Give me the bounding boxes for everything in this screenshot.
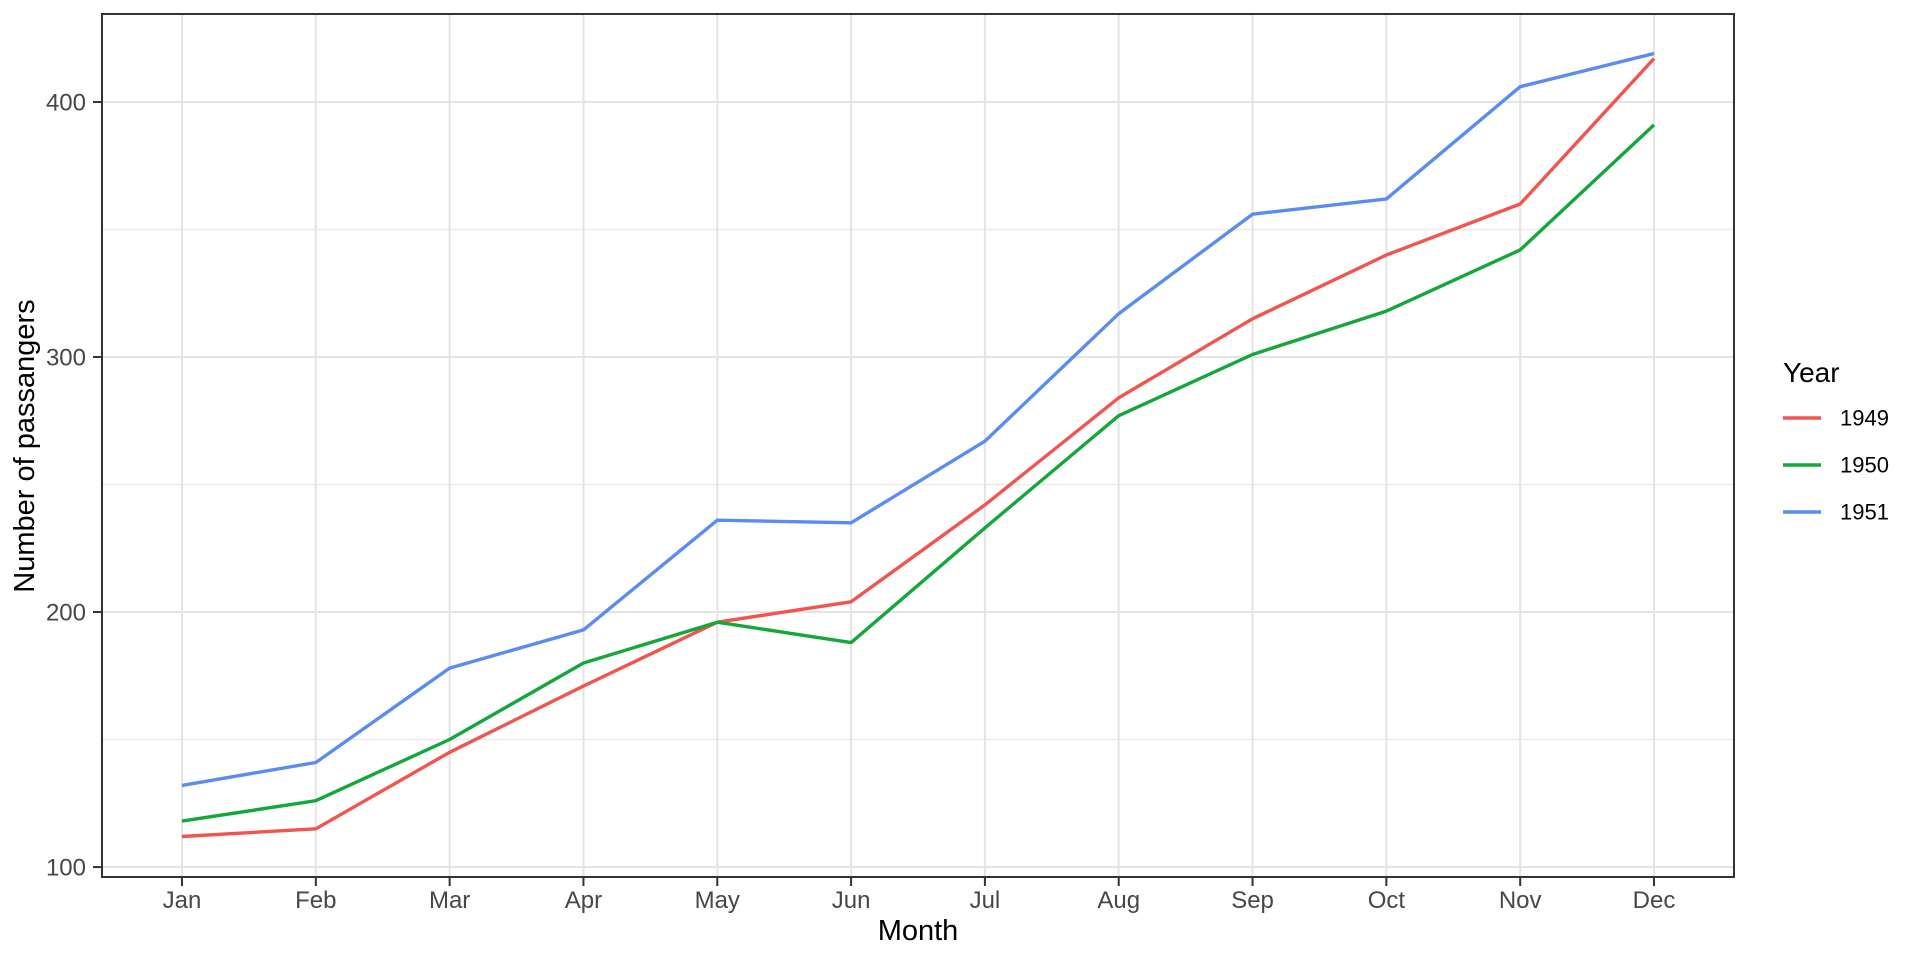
y-axis-title: Number of passangers — [9, 299, 41, 592]
legend-title: Year — [1783, 357, 1840, 388]
series-line-1949 — [181, 57, 1656, 839]
x-axis-tick-label: Feb — [295, 887, 336, 914]
x-axis-tick-label: Aug — [1097, 887, 1140, 914]
axis-tick-layer — [93, 100, 1655, 886]
legend: Year 1949 1950 1951 — [1783, 357, 1889, 525]
panel-border-layer — [101, 13, 1735, 878]
series-line-1950 — [181, 123, 1656, 823]
x-axis-title: Month — [878, 915, 959, 947]
grid-layer — [102, 14, 1734, 877]
legend-label-1950: 1950 — [1840, 453, 1889, 478]
x-axis-tick-label: Mar — [429, 887, 470, 914]
legend-label-1951: 1951 — [1840, 500, 1889, 525]
y-axis-tick-label: 400 — [46, 89, 86, 116]
y-axis-tick-label: 300 — [46, 345, 86, 372]
x-axis-tick-label: Jun — [832, 887, 871, 914]
legend-items: 1949 1950 1951 — [1783, 406, 1889, 525]
x-axis-tick-label: Sep — [1231, 887, 1274, 914]
x-axis-tick-label: Nov — [1499, 887, 1542, 914]
panel-border — [101, 13, 1735, 878]
x-axis-tick-label: Dec — [1633, 887, 1676, 914]
x-axis-tick-label: Jan — [163, 887, 202, 914]
x-axis-tick-label: Apr — [565, 887, 602, 914]
x-axis-tick-label: Oct — [1368, 887, 1406, 914]
axis-tick-label-layer: 100 200 300 400 Jan Feb Mar Apr May Jun Jul Aug Sep O… — [46, 89, 1675, 914]
x-axis-tick-label: Jul — [970, 887, 1001, 914]
legend-label-1949: 1949 — [1840, 406, 1889, 431]
series-layer — [181, 51, 1656, 839]
y-axis-tick-label: 100 — [46, 855, 86, 882]
y-axis-tick-label: 200 — [46, 600, 86, 627]
series-line-1951 — [181, 51, 1655, 788]
x-axis-tick-label: May — [695, 887, 740, 914]
